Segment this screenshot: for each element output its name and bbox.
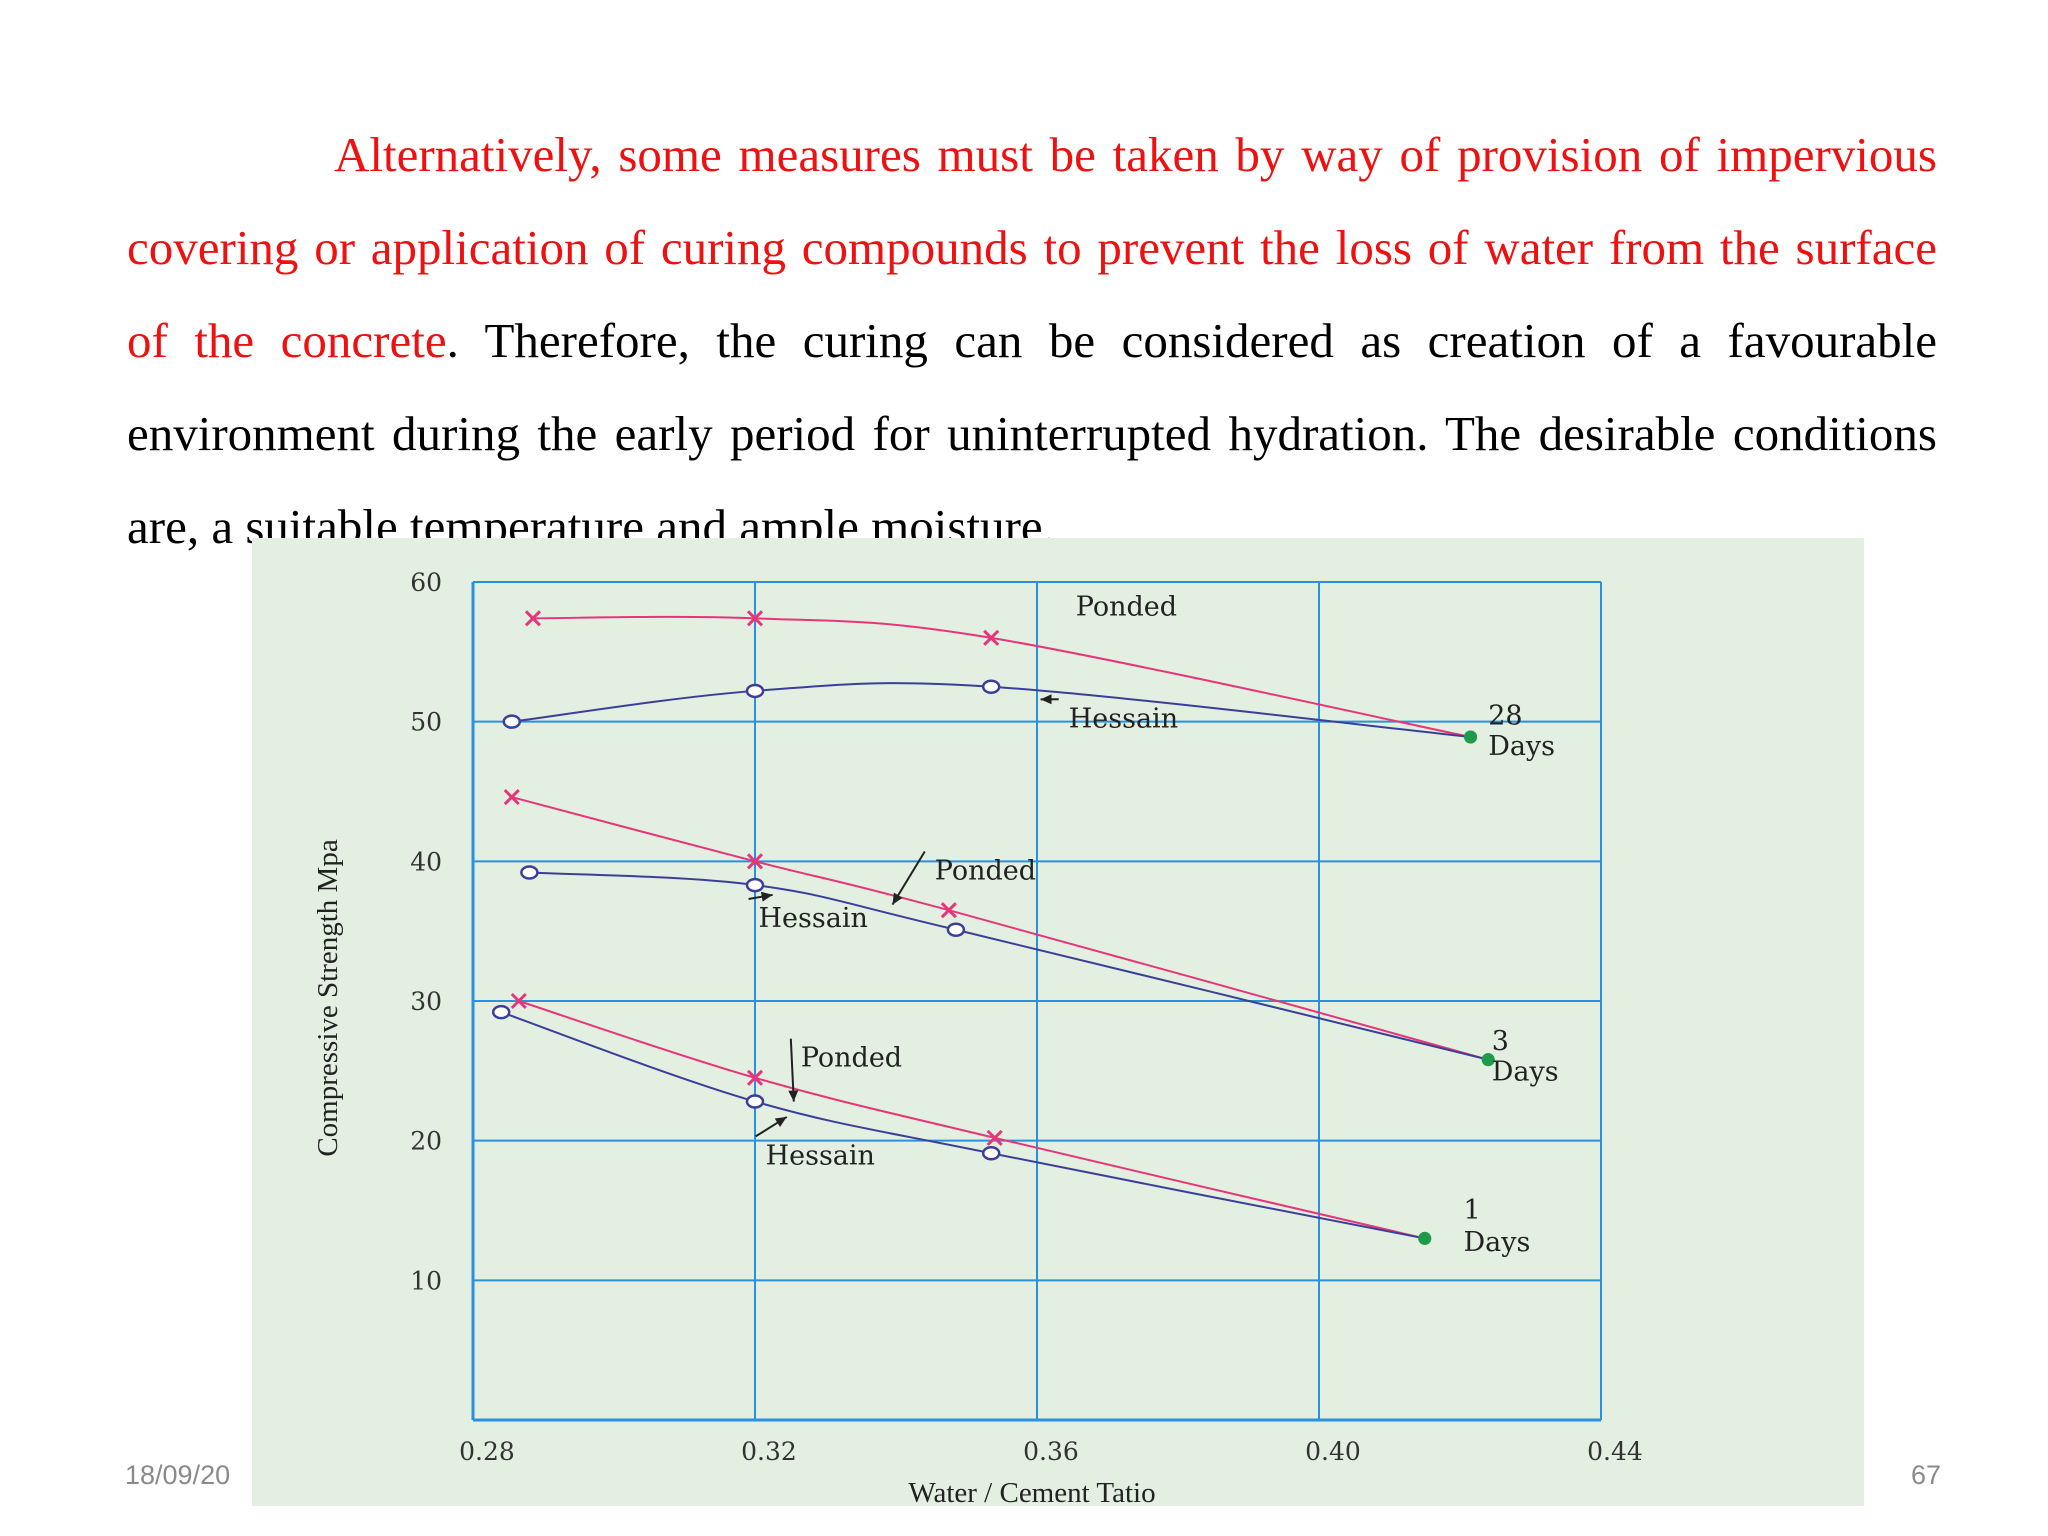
hessain-o-marker bbox=[745, 1094, 765, 1109]
series-line-ponded-3-days bbox=[511, 796, 1489, 1061]
y-tick-label: 50 bbox=[410, 708, 442, 737]
y-tick-label: 20 bbox=[410, 1127, 442, 1156]
ponded-x-marker bbox=[746, 1069, 764, 1086]
annotation-label: Hessain bbox=[759, 903, 868, 934]
endpoint-marker-hessain-1-days bbox=[1418, 1231, 1432, 1245]
x-tick-label: 0.28 bbox=[459, 1437, 515, 1466]
hessain-o-marker bbox=[520, 865, 539, 880]
annotation-label: 1 bbox=[1464, 1195, 1481, 1226]
annotation-label: Hessain bbox=[1069, 703, 1178, 734]
annotation-label: Days bbox=[1488, 731, 1555, 762]
endpoint-marker-hessain-3-days bbox=[1481, 1053, 1495, 1067]
hessain-o-marker bbox=[491, 1004, 511, 1020]
hessain-o-marker bbox=[502, 714, 522, 729]
annotation-arrow-head bbox=[788, 1090, 799, 1102]
annotation-arrow-head bbox=[892, 892, 903, 905]
x-tick-label: 0.40 bbox=[1305, 1437, 1361, 1466]
annotation-label: Ponded bbox=[935, 855, 1036, 886]
annotation-label: Ponded bbox=[1076, 592, 1177, 623]
annotation-label: Hessain bbox=[766, 1140, 875, 1171]
series-line-hessain-28-days bbox=[511, 682, 1471, 739]
y-tick-label: 60 bbox=[410, 568, 442, 597]
annotation-label: Ponded bbox=[801, 1043, 902, 1074]
ponded-x-marker bbox=[746, 853, 764, 870]
series-line-hessain-3-days bbox=[529, 871, 1489, 1061]
y-tick-label: 30 bbox=[410, 987, 442, 1016]
annotation-label: 3 bbox=[1492, 1026, 1509, 1057]
series-line-ponded-1-days bbox=[518, 1000, 1425, 1240]
annotation-label: Days bbox=[1492, 1057, 1559, 1088]
ponded-x-marker bbox=[510, 992, 527, 1010]
paragraph-red-text: Alternatively, some measures must be tak… bbox=[127, 127, 1937, 368]
ponded-x-marker bbox=[746, 610, 764, 627]
y-axis-title: Compressive Strength Mpa bbox=[312, 839, 344, 1156]
ponded-x-marker bbox=[983, 629, 1000, 646]
x-tick-label: 0.44 bbox=[1587, 1437, 1643, 1466]
hessain-o-marker bbox=[745, 683, 765, 699]
paragraph-black-text: . Therefore, the curing can be considere… bbox=[127, 313, 1938, 554]
ponded-x-marker bbox=[940, 902, 957, 919]
ponded-x-marker bbox=[524, 610, 541, 627]
footer-date: 18/09/20 bbox=[125, 1460, 231, 1490]
hessain-o-marker bbox=[981, 1145, 1001, 1161]
annotation-arrow-head bbox=[1040, 694, 1052, 705]
y-tick-label: 10 bbox=[410, 1266, 442, 1295]
footer-page-number: 67 bbox=[1910, 1460, 1941, 1490]
hessain-o-marker bbox=[981, 679, 1001, 694]
x-axis-title: Water / Cement Tatio bbox=[908, 1477, 1155, 1506]
annotation-label: 28 bbox=[1488, 700, 1522, 731]
series-line-ponded-28-days bbox=[532, 615, 1471, 739]
hessain-o-marker bbox=[946, 922, 966, 938]
body-paragraph: Alternatively, some measures must be tak… bbox=[127, 108, 1937, 573]
chart-panel: 10 20 30 40 50 60 0.28 0.32 0.36 0.40 0.44 Water / … bbox=[252, 538, 1864, 1506]
endpoint-marker-hessain-28-days bbox=[1464, 730, 1478, 744]
ponded-x-marker bbox=[503, 789, 520, 806]
y-tick-label: 40 bbox=[410, 847, 442, 876]
hessain-o-marker bbox=[745, 877, 765, 893]
x-tick-label: 0.32 bbox=[741, 1437, 797, 1466]
annotation-label: Days bbox=[1464, 1227, 1531, 1258]
x-tick-label: 0.36 bbox=[1023, 1437, 1079, 1466]
annotation-arrow-head bbox=[774, 1116, 787, 1127]
annotation-arrow-head bbox=[760, 891, 773, 902]
compressive-strength-chart: 10 20 30 40 50 60 0.28 0.32 0.36 0.40 0.44 Water / … bbox=[312, 568, 1643, 1506]
series-line-hessain-1-days bbox=[500, 1011, 1425, 1240]
ponded-x-marker bbox=[986, 1129, 1003, 1146]
